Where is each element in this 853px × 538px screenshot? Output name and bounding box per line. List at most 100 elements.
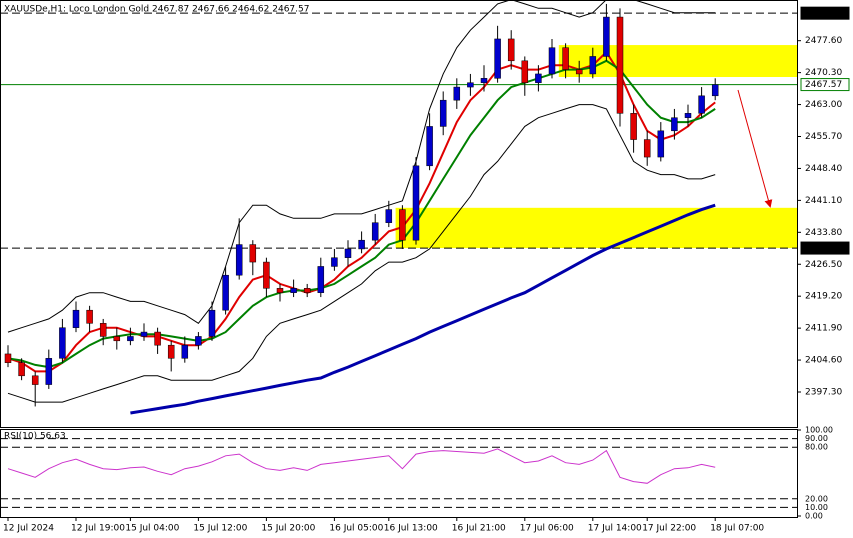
candle-body xyxy=(643,139,651,158)
main-frame xyxy=(0,0,798,428)
candle-body xyxy=(480,78,488,83)
indicator-line xyxy=(7,59,716,369)
candle-body xyxy=(317,266,325,293)
rsi-line xyxy=(7,448,716,484)
y-tick-label: 2397.30 xyxy=(805,388,842,398)
candle-body xyxy=(263,261,270,289)
candle-body xyxy=(72,309,80,328)
candle-body xyxy=(575,69,583,75)
y-tick-label: 2411.90 xyxy=(805,324,842,334)
candle-body xyxy=(222,274,229,311)
price-label: 2467.57 xyxy=(805,80,842,90)
candle-body xyxy=(630,113,637,140)
indicators xyxy=(7,0,716,415)
candle-body xyxy=(290,288,297,293)
candle-body xyxy=(603,16,610,57)
rsi-tick-label: 10.00 xyxy=(805,503,828,512)
candle-body xyxy=(426,126,433,167)
candle-body xyxy=(181,344,189,359)
y-tick-label: 2426.50 xyxy=(805,260,842,270)
x-tick-label: 15 Jul 12:00 xyxy=(193,524,247,534)
indicator-line xyxy=(7,104,716,403)
grid xyxy=(0,12,801,521)
candle-body xyxy=(195,336,202,346)
candle-body xyxy=(86,309,93,324)
candle-body xyxy=(385,209,393,223)
x-tick-label: 12 Jul 2024 xyxy=(3,524,54,534)
candle-body xyxy=(535,73,542,83)
indicator-line xyxy=(7,50,716,373)
candle-body xyxy=(467,82,474,88)
candle-body xyxy=(331,257,338,267)
x-tick-label: 18 Jul 07:00 xyxy=(710,524,764,534)
y-tick-label: 2448.40 xyxy=(805,164,842,174)
candle-body xyxy=(698,95,705,114)
rsi-tick-label: 100.00 xyxy=(805,426,833,435)
candle-body xyxy=(4,353,12,363)
candle-body xyxy=(671,117,678,132)
y-tick-label: 2433.80 xyxy=(805,228,842,238)
candle-body xyxy=(127,336,134,342)
candle-body xyxy=(494,38,501,79)
price-label-box xyxy=(800,241,850,255)
candle-body xyxy=(358,239,365,250)
candle-body xyxy=(412,165,420,241)
candle-body xyxy=(616,16,624,114)
rsi-tick-label: 20.00 xyxy=(805,494,828,503)
indicator-line xyxy=(7,0,716,333)
candle-body xyxy=(276,288,284,293)
candle-body xyxy=(249,244,257,263)
candle-body xyxy=(589,56,597,75)
rsi-frame xyxy=(0,429,798,518)
rsi-title: RSI(10) 56.63 xyxy=(4,432,66,442)
candle-body xyxy=(711,84,719,97)
zone xyxy=(395,207,797,249)
x-tick-label: 17 Jul 06:00 xyxy=(520,524,574,534)
candle-body xyxy=(439,99,447,127)
candle-body xyxy=(371,222,379,241)
chart-title: XAUUSDe,H1: Loco London Gold 2467.87 246… xyxy=(4,5,309,15)
candle-body xyxy=(235,244,243,276)
price-label-box xyxy=(800,6,850,20)
y-tick-label: 2441.10 xyxy=(805,196,842,206)
zones xyxy=(395,45,797,249)
y-tick-label: 2463.00 xyxy=(805,100,842,110)
x-tick-label: 16 Jul 05:00 xyxy=(329,524,383,534)
forecast-arrow xyxy=(737,89,773,208)
candle-body xyxy=(31,375,39,385)
candles xyxy=(4,3,719,407)
y-tick-label: 2477.60 xyxy=(805,36,842,46)
candle-body xyxy=(657,130,665,158)
candle-body xyxy=(344,248,352,258)
axis-labels: 2477.60 2470.30 2463.00 2455.70 2448.40 2441.… xyxy=(3,6,850,534)
y-tick-label: 2470.30 xyxy=(805,68,842,78)
candle-body xyxy=(99,323,107,337)
price-label-box xyxy=(800,78,850,92)
price-label: 2483.89 xyxy=(805,9,842,19)
candle-body xyxy=(507,38,515,62)
indicator-line xyxy=(130,203,716,415)
x-tick-label: 17 Jul 22:00 xyxy=(642,524,696,534)
candle-body xyxy=(684,113,692,118)
x-tick-label: 12 Jul 19:00 xyxy=(71,524,125,534)
candle-body xyxy=(521,60,529,83)
candle-body xyxy=(45,358,53,385)
candle-body xyxy=(548,47,556,75)
price-label: 2430.20 xyxy=(805,244,842,254)
candle-body xyxy=(167,344,175,359)
y-tick-label: 2404.60 xyxy=(805,356,842,366)
rsi-tick-label: 80.00 xyxy=(805,443,828,452)
candle-body xyxy=(140,331,148,337)
candle-body xyxy=(208,309,216,337)
y-tick-label: 2419.20 xyxy=(805,292,842,302)
candle-body xyxy=(18,362,25,377)
x-tick-label: 15 Jul 20:00 xyxy=(261,524,315,534)
x-tick-label: 17 Jul 14:00 xyxy=(588,524,642,534)
candle-body xyxy=(562,47,569,70)
candle-body xyxy=(399,209,406,241)
x-tick-label: 15 Jul 04:00 xyxy=(125,524,179,534)
x-tick-label: 16 Jul 13:00 xyxy=(384,524,438,534)
candle-body xyxy=(453,86,461,101)
